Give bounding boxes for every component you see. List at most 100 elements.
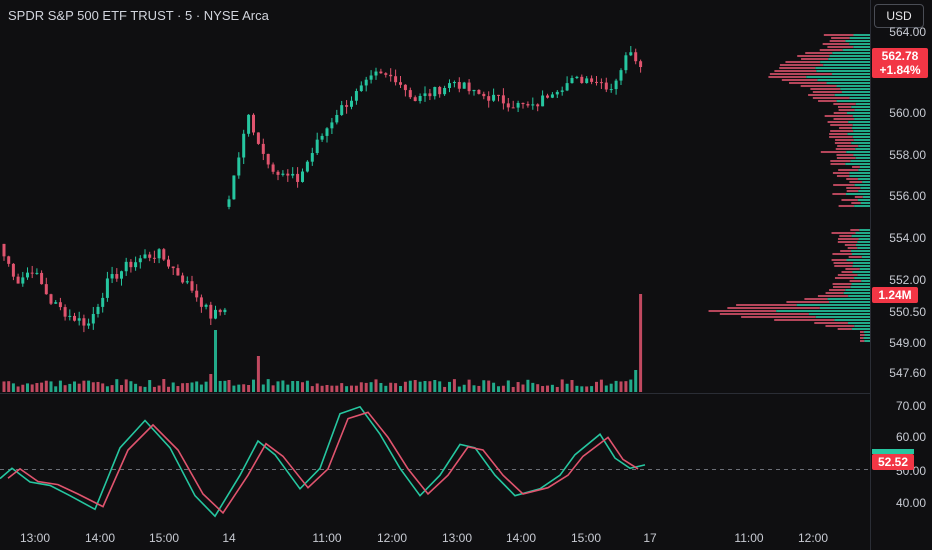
volume-profile-bar-up — [851, 250, 870, 252]
volume-bar — [310, 386, 314, 392]
volume-profile-bar-down — [836, 157, 856, 159]
candle-body — [531, 104, 535, 106]
volume-bar — [330, 385, 334, 392]
candle-body — [394, 76, 398, 83]
volume-profile-bar-down — [830, 130, 854, 132]
volume-profile-bar-up — [848, 295, 870, 297]
candle-body — [560, 90, 564, 92]
candle-body — [30, 272, 34, 274]
volume-profile-bar-up — [852, 271, 870, 273]
volume-bar — [185, 383, 189, 392]
volume-profile-bar-down — [832, 193, 846, 195]
volume-bar — [110, 385, 114, 392]
candle-body — [340, 105, 344, 115]
candle-body — [565, 83, 569, 91]
candle-body — [403, 84, 407, 91]
candle-body — [195, 290, 199, 298]
candle-body — [467, 82, 471, 92]
volume-bar — [335, 385, 339, 392]
candle-body — [364, 79, 368, 86]
candle-body — [536, 104, 540, 107]
candle-body — [599, 82, 603, 84]
price-tick: 558.00 — [889, 148, 926, 162]
volume-profile-bar-up — [816, 70, 870, 72]
volume-bar — [54, 386, 58, 392]
volume-profile-bar-up — [859, 268, 870, 270]
candle-body — [242, 133, 246, 158]
candle-body — [26, 272, 29, 278]
candle-body — [247, 114, 251, 134]
volume-bar — [148, 380, 152, 392]
volume-profile-bar-up — [828, 58, 870, 60]
volume-profile-bar-down — [831, 37, 850, 39]
volume-profile-bar-down — [849, 181, 863, 183]
volume-profile-bar-down — [837, 328, 852, 330]
volume-bar — [44, 380, 48, 392]
candle-body — [227, 199, 231, 207]
time-tick: 15:00 — [570, 531, 602, 545]
candle-body — [379, 71, 383, 74]
volume-bar — [96, 381, 100, 392]
volume-profile-bar-up — [853, 34, 870, 36]
volume-bar — [526, 379, 530, 392]
volume-bar — [438, 381, 442, 392]
candle-body — [575, 76, 579, 79]
candle-body — [209, 304, 213, 319]
symbol-title[interactable]: SPDR S&P 500 ETF TRUST · 5 · NYSE Arca — [8, 8, 269, 23]
candle-body — [595, 81, 598, 83]
volume-profile-bar-down — [831, 259, 847, 261]
volume-bar — [585, 386, 589, 392]
candle-body — [77, 318, 81, 321]
volume-profile-bar-up — [858, 145, 870, 147]
time-tick: 12:00 — [376, 531, 408, 545]
volume-bar — [77, 383, 81, 392]
candle-body — [423, 93, 427, 96]
volume-profile-bar-up — [853, 262, 870, 264]
volume-profile-bar-down — [833, 103, 856, 105]
price-tick: 556.00 — [889, 189, 926, 203]
volume-profile-bar-up — [863, 331, 870, 333]
volume-profile-bar-up — [852, 253, 870, 255]
volume-bar — [501, 385, 505, 392]
volume-bar — [143, 386, 147, 392]
volume-bar — [340, 383, 344, 392]
candle-body — [472, 89, 476, 92]
volume-profile-bar-down — [808, 94, 835, 96]
candle-body — [389, 74, 393, 77]
volume-bar — [58, 380, 62, 392]
volume-profile-bar-up — [845, 163, 870, 165]
candle-body — [232, 175, 236, 200]
volume-profile-bar-up — [860, 187, 870, 189]
volume-bar — [218, 380, 222, 392]
volume-profile-bar-up — [852, 115, 870, 117]
candle-body — [120, 271, 123, 279]
candle-body — [325, 128, 329, 136]
time-tick: 11:00 — [734, 531, 764, 545]
candle-body — [448, 83, 451, 89]
currency-button[interactable]: USD — [874, 4, 924, 28]
volume-profile-bar-down — [829, 133, 848, 135]
volume-profile-bar-up — [819, 307, 870, 309]
volume-profile-bar-down — [768, 76, 807, 78]
candle-body — [49, 294, 53, 304]
volume-profile-bar-down — [820, 151, 847, 153]
volume-profile-bar-down — [832, 283, 852, 285]
volume-profile-bar-up — [831, 73, 870, 75]
volume-profile-bar-up — [829, 301, 870, 303]
volume-profile-bar-up — [834, 94, 870, 96]
volume-profile-bar-down — [801, 58, 829, 60]
volume-profile-bar-up — [851, 235, 870, 237]
volume-bar — [134, 383, 138, 392]
volume-profile-bar-down — [827, 121, 849, 123]
volume-profile-bar-up — [846, 112, 870, 114]
volume-profile-bar-up — [817, 79, 870, 81]
volume-profile-bar-up — [854, 109, 870, 111]
volume-bar — [472, 385, 476, 392]
volume-bar — [506, 380, 510, 392]
candle-body — [639, 61, 643, 68]
volume-profile-bar-down — [829, 40, 846, 42]
candle-body — [315, 139, 319, 154]
volume-profile-bar-down — [839, 127, 853, 129]
volume-bar — [629, 379, 633, 392]
